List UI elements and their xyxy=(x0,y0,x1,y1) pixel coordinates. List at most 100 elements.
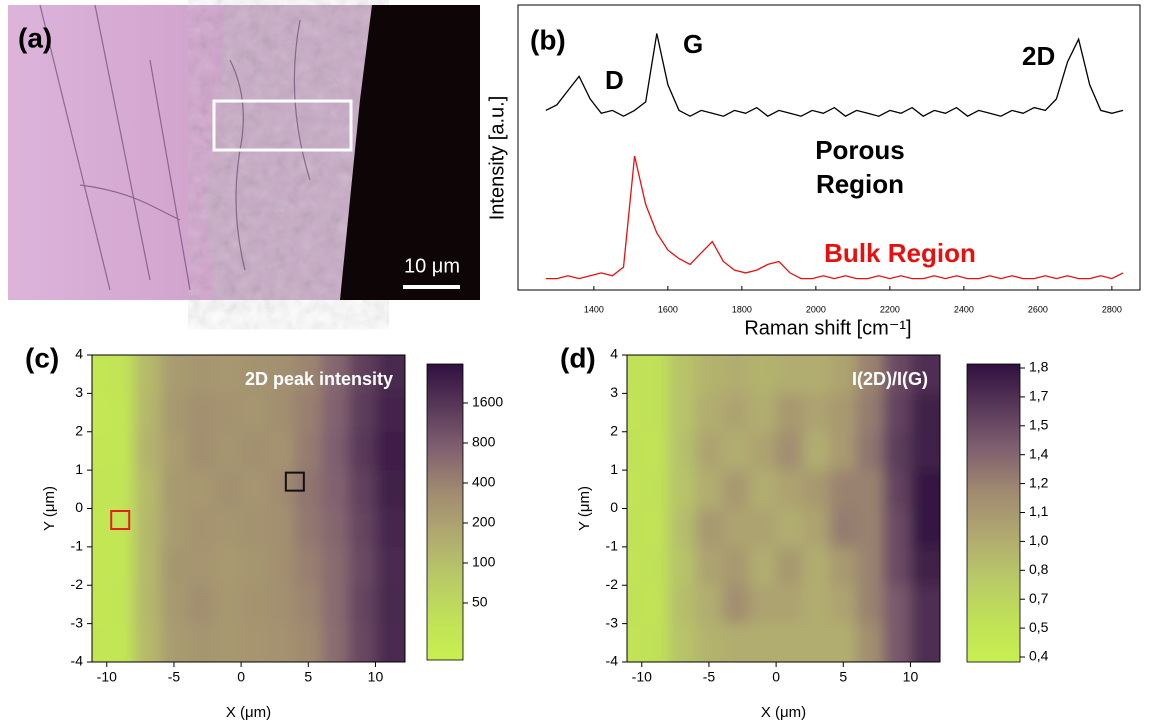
heatmap-cell xyxy=(160,623,188,662)
heatmap-cell xyxy=(375,470,405,509)
heatmap-cell xyxy=(856,393,885,433)
heatmap-cell xyxy=(92,585,108,625)
heatmap-cell xyxy=(722,470,750,509)
heatmap-cell xyxy=(214,508,242,548)
heatmap-cell xyxy=(722,623,750,662)
y-tick-label: 3 xyxy=(75,384,83,400)
heatmap-cell xyxy=(214,546,242,586)
heatmap-cell xyxy=(695,623,723,662)
heatmap-cell xyxy=(829,623,858,662)
heatmap-cell xyxy=(829,393,858,433)
heatmap-cell xyxy=(695,393,723,433)
heatmap-cell xyxy=(749,508,777,548)
colorbar-tick-label: 1,1 xyxy=(1029,503,1049,519)
colorbar-tick-label: 200 xyxy=(472,514,496,530)
heatmap-cell xyxy=(214,585,242,625)
heatmap-cell xyxy=(267,470,296,509)
heatmap-cell xyxy=(695,508,723,548)
y-tick-label: 4 xyxy=(610,346,618,362)
region-marker xyxy=(110,510,131,531)
heatmap-cell xyxy=(187,508,215,548)
heatmap-cell xyxy=(241,585,269,625)
heatmap-cell xyxy=(106,585,135,625)
panel-label: (a) xyxy=(18,22,52,53)
heatmap-cell xyxy=(856,546,885,586)
heatmap-cell xyxy=(241,470,269,509)
heatmap-cell xyxy=(321,546,350,586)
heatmap-cell xyxy=(187,585,215,625)
colorbar-tick-label: 0,8 xyxy=(1029,561,1049,577)
y-tick-label: -2 xyxy=(71,576,84,592)
heatmap-cell xyxy=(106,393,135,433)
heatmap-cell xyxy=(214,393,242,433)
heatmap-cell xyxy=(695,431,723,471)
heatmap-cell xyxy=(375,508,405,548)
heatmap-cell xyxy=(294,431,323,471)
heatmap-cell xyxy=(910,508,940,548)
heatmap-cell xyxy=(214,431,242,471)
heatmap-cell xyxy=(214,470,242,509)
heatmap-cell xyxy=(668,508,697,548)
heatmap-cell xyxy=(910,585,940,625)
heatmap-cell xyxy=(776,355,804,394)
region-marker xyxy=(284,471,305,492)
x-axis-label: X (μm) xyxy=(761,704,806,721)
heatmap-cell xyxy=(641,623,670,662)
heatmap-cell xyxy=(883,508,911,548)
heatmap-cell xyxy=(375,431,405,471)
heatmap-cell xyxy=(829,431,858,471)
y-axis-label: Y (μm) xyxy=(41,486,58,531)
heatmap-cell xyxy=(160,393,188,433)
heatmap-cell xyxy=(321,431,350,471)
heatmap-cell xyxy=(883,546,911,586)
heatmap-cell xyxy=(641,585,670,625)
heatmap-cell xyxy=(348,546,376,586)
series-line xyxy=(545,155,1124,280)
heatmap-cell xyxy=(776,431,804,471)
heatmap xyxy=(627,355,940,662)
heatmap-cell xyxy=(160,508,188,548)
panel-label: (b) xyxy=(530,24,566,55)
heatmap-cell xyxy=(749,393,777,433)
heatmap-cell xyxy=(160,585,188,625)
x-tick-label: 2800 xyxy=(1102,304,1122,314)
heatmap-cell xyxy=(133,355,162,394)
colorbar-tick-label: 1,2 xyxy=(1029,474,1049,490)
heatmap-cell xyxy=(856,355,885,394)
y-tick-label: -4 xyxy=(71,653,84,669)
heatmap-cell xyxy=(214,623,242,662)
heatmap-cell xyxy=(776,393,804,433)
heatmap-cell xyxy=(106,623,135,662)
colorbar-tick-label: 1,8 xyxy=(1029,359,1049,375)
heatmap-cell xyxy=(267,355,296,394)
heatmap-cell xyxy=(668,546,697,586)
heatmap-cell xyxy=(375,546,405,586)
x-tick-label: 1400 xyxy=(584,304,604,314)
panel-label: (d) xyxy=(560,342,596,373)
heatmap-cell xyxy=(321,623,350,662)
heatmap-cell xyxy=(802,470,831,509)
heatmap-cell xyxy=(267,585,296,625)
heatmap-cell xyxy=(133,546,162,586)
heatmap-cell xyxy=(668,623,697,662)
y-tick-label: -4 xyxy=(606,653,619,669)
heatmap-cell xyxy=(668,393,697,433)
heatmap-cell xyxy=(375,623,405,662)
x-tick-label: 0 xyxy=(237,669,245,685)
heatmap-cell xyxy=(321,355,350,394)
panel-label: (c) xyxy=(25,342,59,373)
heatmap-cell xyxy=(106,431,135,471)
heatmap-cell xyxy=(321,470,350,509)
heatmap-cell xyxy=(241,546,269,586)
heatmap-cell xyxy=(802,623,831,662)
heatmap-cell xyxy=(92,431,108,471)
heatmap-cell xyxy=(802,546,831,586)
heatmap-cell xyxy=(641,470,670,509)
x-tick-label: 2200 xyxy=(880,304,900,314)
heatmap-cell xyxy=(910,623,940,662)
heatmap-cell xyxy=(829,585,858,625)
y-tick-label: -3 xyxy=(71,614,84,630)
heatmap-cell xyxy=(348,508,376,548)
y-tick-label: -1 xyxy=(71,538,84,554)
